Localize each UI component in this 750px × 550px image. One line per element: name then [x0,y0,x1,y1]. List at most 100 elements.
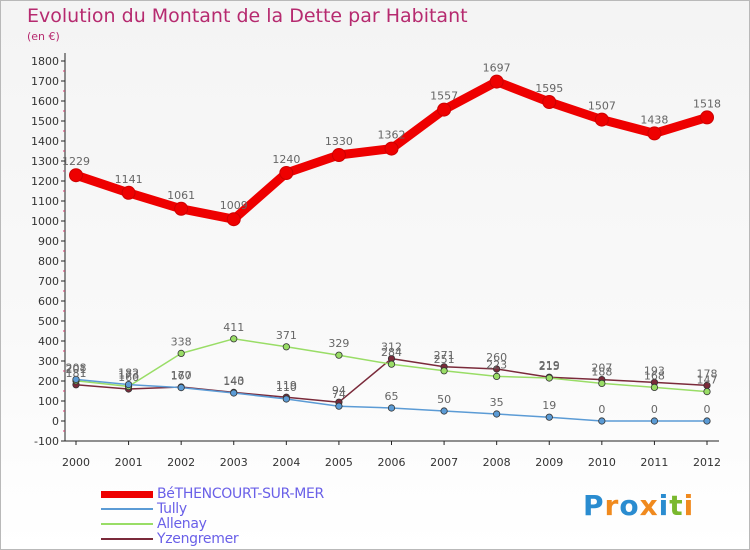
data-point [440,367,448,375]
data-label: 251 [434,353,455,366]
data-point [598,417,606,425]
data-label: 1507 [588,100,616,113]
data-point [335,402,343,410]
data-point [703,417,711,425]
x-tick-label: 2003 [220,456,248,469]
legend-label: Yzengremer [157,531,239,547]
data-point [69,168,83,183]
data-label: 338 [171,335,192,348]
logo-letter: i [658,489,670,522]
data-label: 178 [697,367,718,380]
data-label: 1362 [378,129,406,142]
y-tick-label: 1400 [31,135,59,148]
data-label: 193 [644,364,665,377]
data-label: 168 [644,369,665,382]
data-label: 1330 [325,135,353,148]
chart-subtitle: (en €) [27,30,60,43]
data-label: 140 [223,375,244,388]
data-label: 35 [490,396,504,409]
data-label: 173 [118,368,139,381]
data-label: 170 [171,369,192,382]
logo-letter: r [604,489,620,522]
data-label: 201 [66,363,87,376]
data-point [650,417,659,425]
data-point [177,383,185,392]
y-tick-label: 1700 [31,75,59,88]
data-point [177,349,185,357]
x-tick-label: 2009 [535,456,563,469]
y-tick-label: 900 [38,235,59,248]
proxiti-logo: Proxiti [583,489,694,522]
data-label: 371 [276,329,297,342]
y-tick-label: 1200 [31,175,59,188]
data-point [72,375,80,383]
data-point [282,343,290,351]
data-label: 147 [697,374,718,387]
data-label: 74 [332,388,346,401]
data-point [279,166,294,180]
y-tick-label: 1600 [31,95,59,108]
legend-swatch [101,538,153,540]
x-tick-label: 2007 [430,456,458,469]
data-label: 50 [437,393,451,406]
legend: BéTHENCOURT-SUR-MER Tully Allenay Yzengreme… [101,486,441,547]
data-label: 271 [434,349,455,362]
y-tick-label: 700 [38,275,59,288]
data-label: 1240 [272,153,300,166]
y-tick-label: 400 [38,335,59,348]
y-tick-label: 800 [38,255,59,268]
y-tick-label: 100 [38,395,59,408]
data-point [598,379,606,387]
data-point [226,212,241,227]
data-label: 19 [542,399,556,412]
data-label: 119 [276,379,297,392]
logo-letter: t [669,489,684,522]
legend-item: BéTHENCOURT-SUR-MER [101,486,441,502]
logo-letter: o [619,489,640,522]
data-point [647,126,662,141]
data-point [437,102,452,117]
data-label: 160 [118,371,139,384]
y-tick-label: -100 [34,435,59,448]
logo-letter: P [583,489,605,522]
legend-label: Tully [157,501,187,517]
data-label: 181 [66,367,87,380]
data-point [493,365,501,373]
data-point [489,74,504,89]
data-point [493,372,501,380]
y-tick-label: 200 [38,375,59,388]
legend-item: Allenay [101,516,441,532]
data-label: 110 [276,381,297,394]
y-tick-label: 1300 [31,155,59,168]
data-label: 65 [385,390,399,403]
y-tick-label: 600 [38,295,59,308]
data-label: 208 [66,361,87,374]
data-point [703,387,711,396]
data-label: 219 [539,359,560,372]
data-label: 1229 [62,155,90,168]
data-label: 223 [486,358,507,371]
y-tick-label: 1500 [31,115,59,128]
data-label: 1061 [167,189,195,202]
data-point [545,413,553,421]
x-tick-label: 2002 [167,456,195,469]
data-point [121,185,136,200]
data-label: 188 [591,365,612,378]
data-label: 1557 [430,90,458,103]
data-point [700,110,714,125]
x-tick-label: 2004 [272,456,300,469]
data-label: 0 [598,403,605,416]
data-point [493,410,501,418]
data-point [542,95,557,109]
data-label: 1141 [115,173,143,186]
data-point [230,335,238,343]
data-point [335,351,343,359]
data-label: 284 [381,346,402,359]
legend-swatch [101,508,153,510]
x-tick-label: 2011 [640,456,668,469]
x-tick-label: 2006 [378,456,406,469]
y-tick-label: 500 [38,315,59,328]
x-tick-label: 2012 [693,456,721,469]
